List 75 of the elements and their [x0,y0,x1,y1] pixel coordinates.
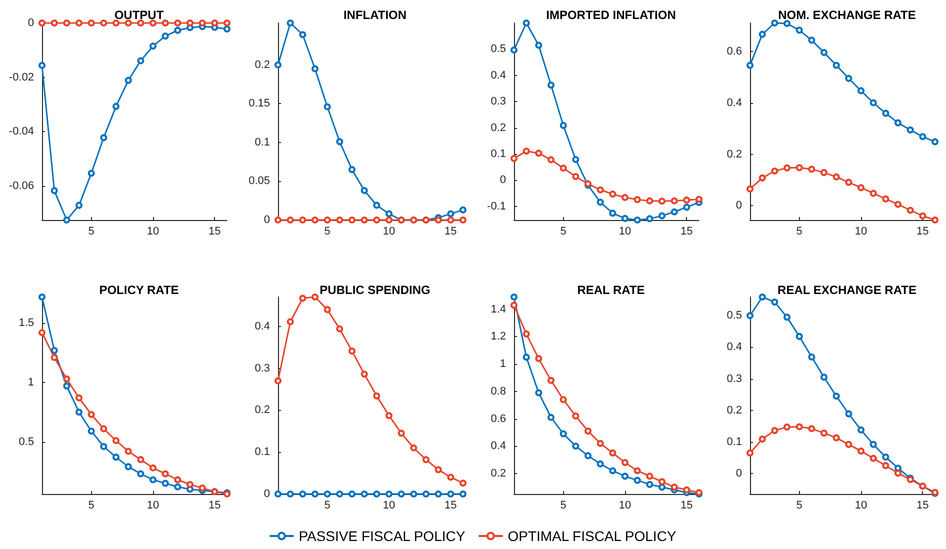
y-tick-label: 0.1 [254,136,270,148]
legend-label: OPTIMAL FISCAL POLICY [508,528,677,544]
y-tick-label: 0.2 [726,148,742,160]
x-tick-label: 10 [382,500,396,512]
x-tick-label: 10 [854,500,868,512]
y-tick-label: 0.4 [490,69,506,82]
y-tick-label: 1 [28,376,34,388]
chart-title: REAL EXCHANGE RATE [778,283,916,297]
x-tick-label: 15 [208,500,221,512]
y-tick-label: 0.6 [490,412,506,425]
y-tick-label: 1.4 [490,303,506,316]
y-tick-label: 0.4 [726,341,742,354]
y-tick-label: 0.2 [726,404,742,416]
x-tick-label: 5 [796,226,802,238]
x-tick-label: 10 [146,500,160,512]
y-tick-label: 0.3 [254,362,270,374]
x-tick-label: 10 [618,500,632,512]
y-tick-label: 0 [28,17,34,29]
chart-title: NOM. EXCHANGE RATE [778,8,916,22]
x-tick-label: 15 [916,500,929,512]
x-tick-label: 10 [854,226,868,238]
x-tick-label: 15 [208,226,221,238]
x-tick-label: 10 [618,226,632,238]
y-tick-label: 1.2 [490,330,506,343]
y-tick-label: 0.3 [726,372,742,385]
x-tick-label: 5 [796,500,802,512]
y-tick-label: -0.02 [8,71,34,84]
x-tick-label: 5 [560,226,566,238]
chart-title: REAL RATE [577,283,645,297]
y-tick-label: 0.4 [254,320,270,332]
y-tick-label: 0.5 [490,43,506,56]
chart-title: OUTPUT [114,8,164,22]
y-tick-label: 0.15 [248,98,270,110]
x-tick-label: 15 [916,226,929,238]
y-tick-label: 0.1 [726,436,742,448]
y-tick-label: 0.4 [726,97,742,110]
x-tick-label: 10 [146,226,160,238]
y-tick-label: 0 [500,174,506,186]
y-tick-label: -0.04 [8,126,34,138]
x-tick-label: 5 [88,226,94,238]
y-tick-label: 0.5 [18,436,34,448]
y-tick-label: 0 [736,467,742,480]
y-tick-label: 0 [736,200,742,212]
y-tick-label: 0.5 [726,310,742,322]
x-tick-label: 15 [444,500,457,512]
y-tick-label: 0.05 [248,175,270,188]
y-tick-label: 0.6 [726,46,742,58]
chart-title: PUBLIC SPENDING [320,283,430,297]
y-tick-label: 0.2 [490,122,506,134]
x-tick-label: 5 [324,226,330,238]
chart-title: POLICY RATE [99,283,179,297]
y-tick-label: 0.4 [490,440,506,452]
x-tick-label: 10 [382,226,396,238]
chart-title: IMPORTED INFLATION [546,8,676,22]
y-tick-label: 0.8 [490,385,506,398]
y-tick-label: 0.2 [490,467,506,480]
y-tick-label: -0.06 [8,180,34,192]
x-tick-label: 5 [324,500,330,512]
x-tick-label: 15 [680,226,693,238]
y-tick-label: 0.3 [490,96,506,108]
chart-title: INFLATION [343,8,407,22]
y-tick-label: 1 [500,358,506,370]
y-tick-label: 0 [264,214,270,226]
y-tick-label: 0.1 [490,148,506,160]
x-tick-label: 5 [560,500,566,512]
y-tick-label: 0.2 [254,58,270,71]
y-tick-label: 0.1 [254,446,270,458]
y-tick-label: -0.1 [487,200,506,212]
x-tick-label: 15 [680,500,693,512]
y-tick-label: 0.2 [254,404,270,416]
legend-label: PASSIVE FISCAL POLICY [298,528,466,544]
y-tick-label: 0 [264,488,270,500]
y-tick-label: 1.5 [18,317,34,330]
x-tick-label: 15 [444,226,457,238]
x-tick-label: 5 [88,500,94,512]
